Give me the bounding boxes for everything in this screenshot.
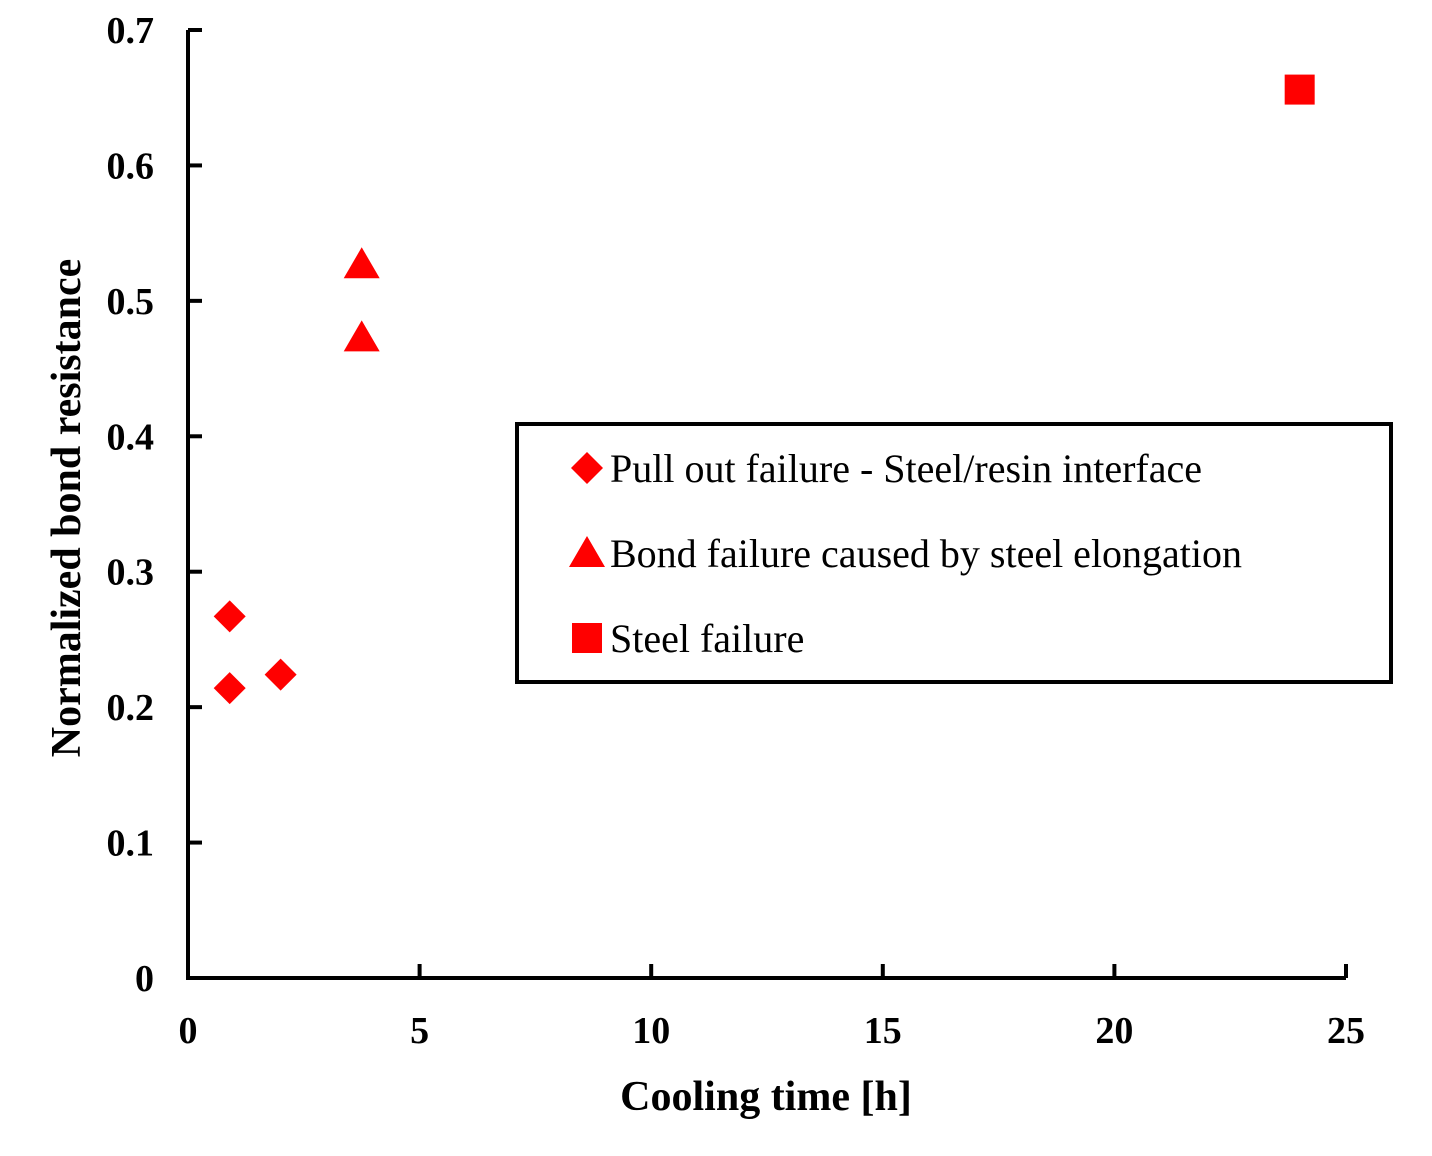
axes	[186, 30, 1346, 980]
x-tick-label: 0	[179, 1010, 198, 1052]
diamond-data-point	[264, 658, 297, 691]
square-data-point	[1284, 74, 1315, 105]
legend-square-marker	[572, 623, 602, 653]
y-tick-label: 0.2	[107, 687, 155, 729]
y-tick-label: 0.1	[107, 823, 155, 865]
y-ticks: 0 0.1 0.2 0.3 0.4 0.5 0.6 0.7	[107, 10, 202, 1000]
triangle-data-point	[343, 320, 380, 352]
y-tick-label: 0.3	[107, 552, 155, 594]
legend-box	[515, 422, 1393, 684]
diamond-data-point	[213, 672, 246, 705]
y-tick-label: 0.5	[107, 281, 155, 323]
x-axis-title: Cooling time [h]	[620, 1074, 912, 1120]
legend-label: Bond failure caused by steel elongation	[610, 531, 1242, 576]
legend: Pull out failure - Steel/resin interface…	[515, 422, 1393, 684]
x-ticks: 0 5 10 15 20 25	[179, 964, 1365, 1052]
y-tick-label: 0	[135, 958, 154, 1000]
legend-label: Steel failure	[610, 616, 804, 661]
x-tick-label: 20	[1095, 1010, 1133, 1052]
legend-triangle-marker	[569, 536, 605, 567]
x-tick-label: 5	[410, 1010, 429, 1052]
x-tick-label: 10	[632, 1010, 670, 1052]
y-tick-label: 0.4	[107, 416, 155, 458]
triangle-data-point	[343, 247, 380, 279]
y-tick-label: 0.7	[107, 10, 155, 52]
y-tick-label: 0.6	[107, 145, 155, 187]
diamond-data-point	[213, 600, 246, 633]
legend-diamond-marker	[571, 452, 603, 484]
data-points	[213, 74, 1315, 705]
y-axis-title: Normalized bond resistance	[44, 259, 90, 758]
x-tick-label: 15	[864, 1010, 902, 1052]
x-tick-label: 25	[1327, 1010, 1365, 1052]
legend-label: Pull out failure - Steel/resin interface	[610, 446, 1202, 491]
